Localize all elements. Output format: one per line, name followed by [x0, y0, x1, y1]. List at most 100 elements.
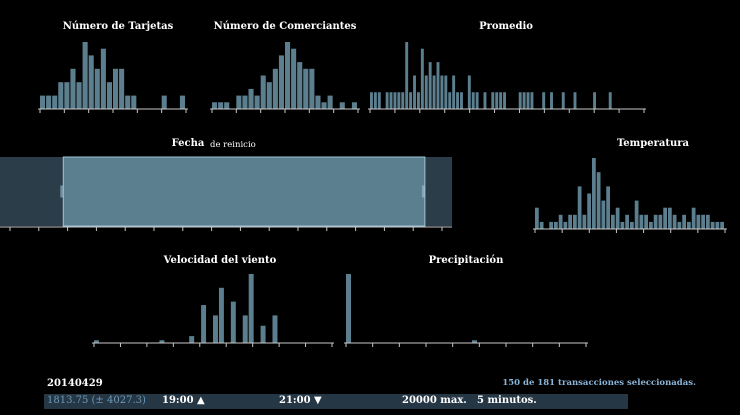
bar — [309, 68, 315, 109]
chart-svg — [533, 158, 727, 233]
average-stat: 1813.75 (± 4027.3) — [47, 395, 146, 406]
chart-svg — [368, 42, 646, 113]
bar — [248, 274, 254, 343]
bar — [315, 95, 321, 109]
bar — [401, 92, 405, 109]
bar — [94, 68, 100, 109]
bar — [94, 340, 99, 343]
bar — [687, 221, 691, 229]
chart-precipitacion[interactable] — [344, 270, 588, 348]
brush-selection — [62, 156, 426, 227]
bar — [696, 214, 701, 229]
chart-svg — [344, 274, 588, 347]
bar — [550, 92, 553, 109]
chart-viento[interactable] — [92, 270, 334, 348]
bar — [212, 102, 218, 109]
bar — [568, 214, 572, 229]
time-start-control[interactable]: 19:00 ▲ — [162, 395, 205, 406]
bar — [720, 221, 724, 229]
bar — [58, 82, 64, 109]
bar — [625, 214, 629, 229]
bar — [491, 92, 495, 109]
bar — [448, 92, 452, 109]
bar — [677, 221, 682, 229]
brush-handle — [421, 185, 425, 198]
bar — [456, 92, 460, 109]
bar — [432, 75, 436, 109]
bar — [260, 325, 266, 343]
bar — [475, 92, 479, 109]
bar — [370, 92, 373, 109]
bar — [701, 214, 705, 229]
bar — [106, 82, 112, 109]
bar — [224, 102, 230, 109]
chart-promedio[interactable] — [368, 38, 646, 114]
bar — [230, 301, 236, 343]
bar — [440, 75, 444, 109]
bar — [161, 95, 167, 109]
bar — [554, 221, 558, 229]
bar — [420, 48, 424, 109]
bar — [558, 214, 563, 229]
bar — [389, 92, 393, 109]
bar — [285, 42, 291, 109]
bar — [549, 221, 553, 229]
bar — [242, 95, 248, 109]
chart-title-viento: Velocidad del viento — [163, 255, 277, 266]
chart-svg — [92, 274, 334, 347]
chart-svg — [38, 42, 188, 113]
bar — [131, 95, 137, 109]
bar — [518, 92, 522, 109]
bar — [189, 336, 195, 343]
time-end-control[interactable]: 21:00 ▼ — [279, 395, 322, 406]
chart-title-fecha: Fecha — [171, 138, 205, 149]
bar — [530, 92, 534, 109]
bar — [266, 82, 272, 109]
bar — [653, 214, 658, 229]
chart-temperatura[interactable] — [533, 154, 727, 234]
bar — [405, 42, 409, 109]
bar — [385, 92, 389, 109]
bar — [691, 207, 696, 229]
bar — [608, 92, 612, 109]
selection-summary: 150 de 181 transacciones seleccionadas. — [502, 378, 696, 388]
bar — [40, 95, 46, 109]
bar — [522, 92, 526, 109]
chart-title-comerciantes: Número de Comerciantes — [213, 21, 357, 32]
bar — [620, 221, 625, 229]
chart-title-temperatura: Temperatura — [617, 138, 689, 149]
bar — [587, 193, 591, 229]
bar — [393, 92, 397, 109]
bar — [297, 62, 303, 109]
bar — [351, 102, 357, 109]
bar — [346, 274, 351, 343]
bar — [218, 102, 224, 109]
bar — [218, 287, 224, 343]
bar — [70, 68, 76, 109]
bar — [52, 95, 58, 109]
bar — [582, 214, 587, 229]
chart-comerciantes[interactable] — [210, 38, 360, 114]
chart-fecha[interactable] — [0, 154, 452, 234]
bar — [630, 221, 634, 229]
chart-tarjetas[interactable] — [38, 38, 188, 114]
chart-svg — [210, 42, 360, 113]
bar — [327, 95, 333, 109]
bar — [424, 75, 428, 109]
bar — [658, 214, 663, 229]
bar — [615, 207, 620, 229]
bar — [397, 92, 401, 109]
bar — [321, 102, 327, 109]
bar — [179, 95, 185, 109]
interval-control[interactable]: 5 minutos. — [477, 395, 537, 406]
bar — [596, 172, 601, 229]
bar — [46, 95, 52, 109]
bar — [649, 221, 653, 229]
bar — [88, 55, 94, 109]
bar — [428, 62, 432, 109]
bar — [373, 92, 377, 109]
bar — [592, 158, 596, 229]
reset-link[interactable]: de reinicio — [210, 140, 256, 150]
bar — [303, 68, 309, 109]
bar — [260, 75, 266, 109]
